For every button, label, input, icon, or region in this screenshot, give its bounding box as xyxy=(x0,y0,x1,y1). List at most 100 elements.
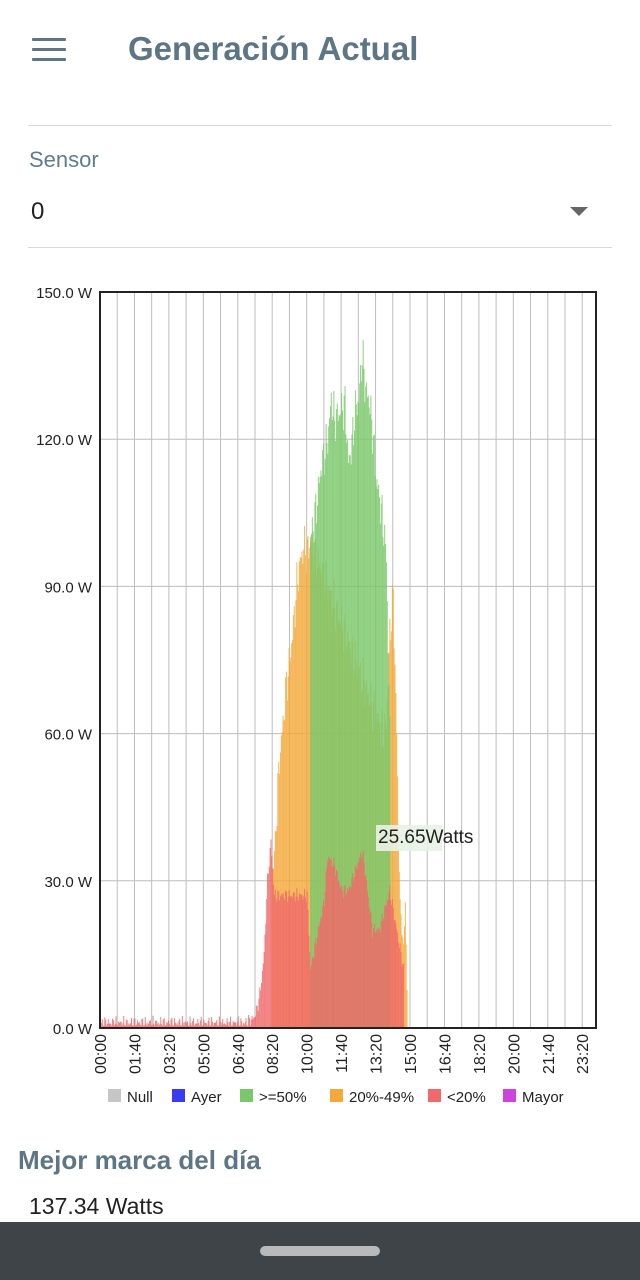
bar-mark xyxy=(310,968,312,1028)
x-tick-label: 01:40 xyxy=(127,1034,144,1074)
bar-mark xyxy=(292,640,294,1028)
sensor-label: Sensor xyxy=(29,147,99,172)
bar-mark xyxy=(329,858,331,1028)
bar-mark xyxy=(263,951,265,1028)
bar-mark xyxy=(136,1024,138,1028)
bar-mark xyxy=(339,416,341,1028)
bar-mark xyxy=(333,857,335,1028)
bar-mark xyxy=(367,395,369,1028)
bar-mark xyxy=(363,368,365,1028)
bar-mark xyxy=(313,957,315,1028)
bar-mark xyxy=(361,365,363,1028)
bar-mark xyxy=(382,921,384,1028)
bar-mark xyxy=(106,1023,108,1028)
bar-mark xyxy=(388,684,390,1028)
bar-mark xyxy=(172,1025,174,1028)
bar-mark xyxy=(236,1025,238,1028)
menu-bar xyxy=(32,48,66,51)
bar-mark xyxy=(141,1018,143,1028)
bar-mark xyxy=(362,339,364,1028)
bar-mark xyxy=(288,890,290,1028)
bar-mark xyxy=(280,735,282,1028)
bar-mark xyxy=(380,921,382,1028)
x-tick-label: 06:40 xyxy=(231,1034,248,1074)
bar-mark xyxy=(348,454,350,1028)
bar-mark xyxy=(329,858,331,1028)
bar-mark xyxy=(385,562,387,1028)
bar-mark xyxy=(235,1022,237,1028)
bar-mark xyxy=(335,875,337,1028)
bar-mark xyxy=(344,884,346,1028)
bar-mark xyxy=(292,897,294,1028)
bar-mark xyxy=(299,894,301,1028)
bar-mark xyxy=(129,1024,131,1028)
sensor-dropdown[interactable]: 0 xyxy=(28,190,612,236)
bar-mark xyxy=(187,1025,189,1028)
bar-mark xyxy=(368,407,370,1029)
bar-mark xyxy=(154,1025,156,1028)
bar-mark xyxy=(116,1024,118,1028)
bar-mark xyxy=(255,1005,257,1028)
bar-mark xyxy=(279,900,281,1028)
app-bar: Generación Actual xyxy=(0,0,640,100)
bar-mark xyxy=(277,890,279,1028)
x-tick-label: 11:40 xyxy=(334,1034,351,1073)
bar-mark xyxy=(225,1024,227,1028)
divider xyxy=(28,247,612,248)
bar-mark xyxy=(252,1018,254,1028)
bar-mark xyxy=(321,916,323,1028)
legend-swatch xyxy=(428,1089,441,1102)
bar-mark xyxy=(266,898,268,1028)
bar-mark xyxy=(331,866,333,1028)
bar-mark xyxy=(250,1019,252,1028)
divider xyxy=(28,125,612,126)
bar-mark xyxy=(328,856,330,1028)
bar-mark xyxy=(349,886,351,1028)
chart-svg: 0.0 W 30.0 W 60.0 W 90.0 W 120.0 W 150.0 W 00:… xyxy=(36,285,597,1106)
bar-mark xyxy=(298,893,300,1028)
bar-mark xyxy=(379,929,380,1028)
bar-mark xyxy=(365,874,367,1028)
home-gesture-handle[interactable] xyxy=(260,1246,380,1256)
x-tick-label: 08:20 xyxy=(265,1034,282,1074)
bar-mark xyxy=(331,420,333,1028)
bar-mark xyxy=(396,733,398,1028)
bar-mark xyxy=(339,885,341,1028)
bar-mark xyxy=(229,1021,231,1028)
bar-mark xyxy=(217,1025,219,1028)
bar-mark xyxy=(395,923,397,1028)
y-tick-label: 60.0 W xyxy=(44,727,92,744)
bar-mark xyxy=(245,1018,247,1028)
bar-mark xyxy=(311,956,313,1028)
bar-mark xyxy=(168,1023,170,1028)
bar-mark xyxy=(381,913,383,1028)
bar-mark xyxy=(335,409,337,1028)
bar-mark xyxy=(345,434,347,1028)
y-tick-label: 120.0 W xyxy=(36,432,93,449)
bar-mark xyxy=(273,895,275,1028)
bar-mark xyxy=(286,891,287,1028)
bar-mark xyxy=(282,715,284,1028)
bar-mark xyxy=(358,402,360,1028)
bar-mark xyxy=(238,1025,240,1028)
menu-icon[interactable] xyxy=(26,32,74,72)
bar-mark xyxy=(364,876,366,1028)
bar-mark xyxy=(354,390,356,1028)
bar-mark xyxy=(392,908,394,1028)
generation-chart[interactable]: 0.0 W 30.0 W 60.0 W 90.0 W 120.0 W 150.0 W 00:… xyxy=(0,280,640,1120)
bar-mark xyxy=(321,475,323,1028)
best-mark-label: Mejor marca del día xyxy=(18,1145,261,1175)
bar-mark xyxy=(132,1025,134,1028)
bar-mark xyxy=(103,1025,105,1028)
bar-mark xyxy=(138,1021,140,1028)
bar-mark xyxy=(197,1019,199,1028)
bar-mark xyxy=(393,920,395,1028)
bar-mark xyxy=(330,859,332,1028)
bar-mark xyxy=(249,1025,251,1028)
bar-mark xyxy=(373,924,375,1028)
legend-label: >=50% xyxy=(259,1089,307,1106)
bar-mark xyxy=(332,416,334,1028)
bar-mark xyxy=(314,943,316,1028)
bar-mark xyxy=(389,885,391,1028)
bar-mark xyxy=(124,1025,126,1028)
